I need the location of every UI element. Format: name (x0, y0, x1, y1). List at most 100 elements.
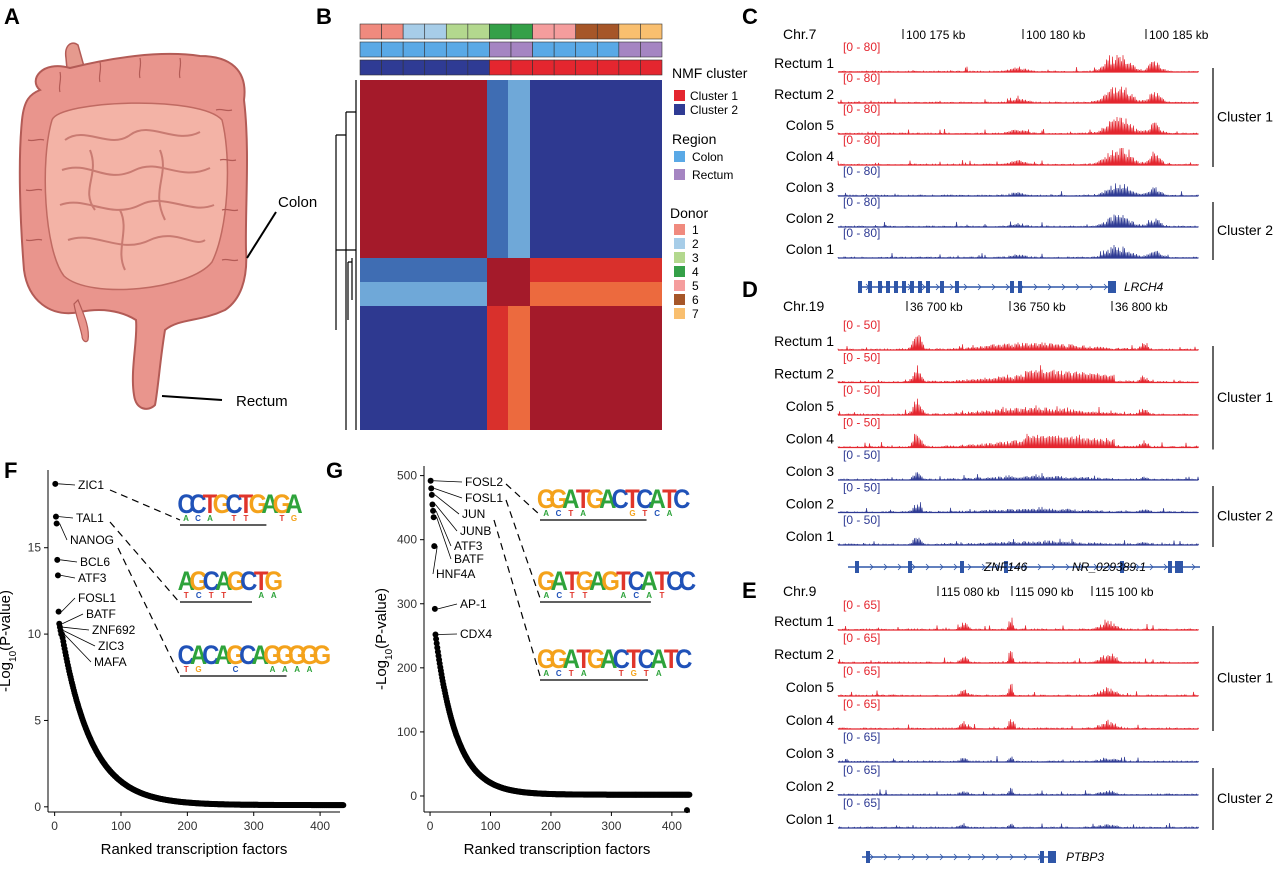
point-label: ZIC3 (98, 639, 124, 653)
motif-connector (117, 547, 181, 677)
motif-letter: T (221, 591, 226, 600)
gene-exon (1175, 561, 1183, 573)
data-point (686, 791, 693, 798)
label-leader-line (436, 517, 452, 560)
motif-letter: G (576, 567, 595, 596)
motif-letter: G (275, 641, 294, 670)
coverage-track (837, 502, 1199, 514)
point-label: NANOG (70, 533, 114, 547)
data-point (54, 572, 61, 579)
motif-letter: C (225, 490, 242, 519)
data-point (430, 514, 437, 521)
donor-cell (467, 23, 490, 40)
motif-letter: T (664, 645, 679, 674)
region-cell (532, 41, 555, 58)
data-point (428, 491, 435, 498)
region-cell (553, 41, 577, 58)
x-axis-title: Ranked transcription factors (101, 841, 288, 858)
track-range-label: [0 - 50] (843, 383, 880, 397)
motif-letter: C (239, 641, 256, 670)
track-panel-d: Chr.19 36 700 kb 36 750 kb 36 800 kb Rectum … (774, 298, 1273, 574)
motif-letter: A (215, 641, 232, 670)
motif-letter: A (307, 665, 313, 674)
region-cell (596, 41, 620, 58)
nmf-cell (553, 59, 577, 76)
track-sample-label: Colon 1 (786, 241, 834, 257)
legend-donor-title: Donor (670, 205, 708, 221)
gene-strand-arrow (967, 853, 972, 861)
region-cell (445, 41, 469, 58)
motif-letter: G (586, 485, 605, 514)
gene-strand-arrow (939, 853, 944, 861)
gene-strand-arrow (869, 853, 874, 861)
legend-donor-label: 6 (692, 293, 699, 307)
coverage-track (837, 183, 1200, 197)
label-leader-line (58, 483, 76, 486)
gene-strand-arrow (991, 283, 996, 291)
legend-rectum-swatch (674, 169, 685, 180)
y-tick-label: 10 (28, 627, 42, 641)
data-point (53, 520, 60, 527)
gene-strand-arrow (1135, 563, 1140, 571)
y-tick-label: 0 (410, 789, 417, 803)
track-sample-label: Rectum 2 (774, 646, 834, 662)
motif-letter: C (189, 490, 206, 519)
panel-label-b: B (316, 4, 332, 29)
motif-letter: G (213, 490, 232, 519)
legend-donor-label: 5 (692, 279, 699, 293)
label-leader-line (63, 630, 96, 647)
y-tick-label: 5 (34, 713, 41, 727)
cluster-label: Cluster 1 (1217, 109, 1273, 125)
gene-exon (960, 561, 964, 573)
panel-label-c: C (742, 4, 758, 29)
gene-strand-arrow (1191, 563, 1196, 571)
motif-letter: G (549, 485, 568, 514)
x-tick-label: 0 (51, 819, 58, 833)
track-sample-label: Rectum 1 (774, 333, 834, 349)
gene-strand-arrow (883, 853, 888, 861)
region-cell (510, 41, 533, 58)
track-sample-label: Colon 5 (786, 117, 834, 133)
gene-exon (902, 281, 906, 293)
axis-tick-label: 36 700 kb (910, 300, 963, 314)
legend-donor-label: 7 (692, 307, 699, 321)
data-point (427, 477, 434, 484)
motif-letter: A (589, 567, 606, 596)
motif-letter: G (189, 567, 208, 596)
track-chrom-label: Chr.7 (783, 26, 817, 42)
region-cell (424, 41, 447, 58)
legend-donor-label: 2 (692, 237, 699, 251)
motif-letter: T (254, 567, 269, 596)
track-range-label: [0 - 50] (843, 416, 880, 430)
label-leader-line (60, 559, 78, 563)
x-tick-label: 200 (177, 819, 197, 833)
data-point (55, 608, 62, 615)
track-range-label: [0 - 80] (843, 195, 880, 209)
motif-letter: T (203, 490, 218, 519)
region-cell (467, 41, 490, 58)
nmf-cell (618, 59, 641, 76)
motif-connector (109, 489, 181, 521)
motif-letter: C (195, 514, 201, 523)
x-tick-label: 200 (541, 819, 561, 833)
motif-letter: C (628, 567, 645, 596)
motif-connector (505, 499, 541, 599)
motif-letter: T (576, 645, 591, 674)
point-label: AP-1 (460, 597, 487, 611)
point-label: FOSL1 (465, 491, 503, 505)
track-chrom-label: Chr.19 (783, 298, 824, 314)
heatmap (360, 80, 662, 430)
track-range-label: [0 - 50] (843, 448, 880, 462)
data-point (432, 631, 439, 638)
track-range-label: [0 - 65] (843, 763, 880, 777)
track-range-label: [0 - 50] (843, 481, 880, 495)
legend-donor-swatch (674, 280, 685, 291)
gene-exon (1040, 851, 1044, 863)
coverage-track (838, 54, 1200, 73)
axis-tick-label: 115 090 kb (1015, 585, 1074, 599)
track-range-label: [0 - 80] (843, 133, 880, 147)
gene-strand-arrow (1065, 563, 1070, 571)
y-tick-label: 15 (28, 541, 42, 555)
point-label: ZIC1 (78, 478, 104, 492)
motif-letter: C (178, 641, 195, 670)
